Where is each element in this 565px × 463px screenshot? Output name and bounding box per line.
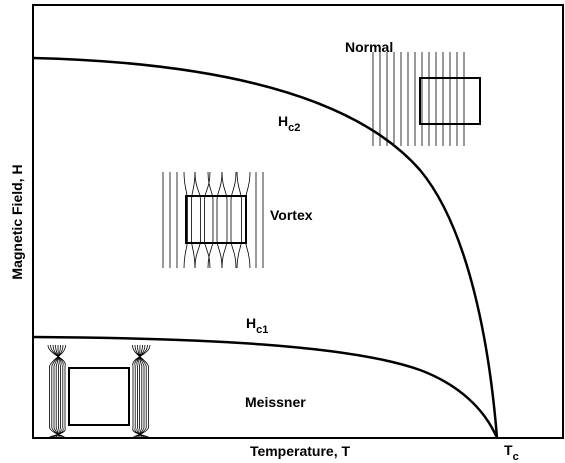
vortex-sample [185,195,247,244]
subscript: c2 [288,122,300,134]
x-axis-label: Temperature, T [250,443,351,459]
curve-label: Hc1 [246,315,268,336]
field-line [49,344,66,439]
field-line [55,344,60,439]
field-line [55,344,59,439]
insets [47,52,465,439]
field-line [183,171,188,269]
field-line [134,344,147,439]
field-line [221,171,228,269]
normal-sample [419,77,481,125]
field-line [136,344,146,439]
subscript: c [513,451,519,463]
curve-label: Hc2 [278,113,300,134]
symbol: H [246,315,256,331]
field-line [47,344,66,439]
field-line [207,171,214,269]
field-line [132,344,149,439]
field-line [52,344,62,439]
field-line [216,171,223,269]
field-line [236,171,242,269]
field-line [132,344,151,439]
y-axis-label: Magnetic Field, H [9,164,25,279]
symbol: T [504,442,513,458]
field-line [50,344,64,439]
critical-label: Tc [504,442,519,463]
field-line [137,344,145,439]
region-label: Normal [345,39,393,55]
field-line [53,344,61,439]
region-label: Meissner [245,394,306,410]
region-label: Vortex [270,207,313,223]
field-line [204,171,211,269]
hc1-curve [32,335,499,439]
field-line [230,171,237,269]
field-line [194,171,201,269]
field-line [134,344,148,439]
subscript: c1 [256,324,268,336]
hc2-curve [32,56,499,439]
field-line [138,344,143,439]
field-line [191,171,196,269]
frame [32,4,564,439]
symbol: H [278,113,288,129]
meissner-sample [68,367,130,426]
field-line [139,344,143,439]
field-line [51,344,64,439]
